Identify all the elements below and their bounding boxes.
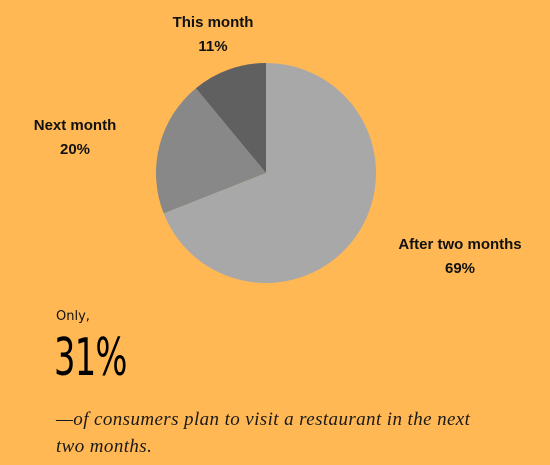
slice-value-label: 11% xyxy=(198,38,227,55)
slice-label: After two months xyxy=(398,236,521,253)
slice-labels: This month 11% Next month 20% After two mont… xyxy=(34,14,522,277)
pie-slice-this-month xyxy=(195,63,266,173)
slice-label: Next month xyxy=(34,117,117,134)
statement-text: —of consumers plan to visit a restaurant… xyxy=(56,409,471,457)
intro-text: Only, xyxy=(56,309,90,324)
pie-chart: This month 11% Next month 20% After two mont… xyxy=(34,14,522,284)
slice-label: This month xyxy=(173,14,254,31)
slice-value-label: 20% xyxy=(60,141,90,158)
pie-slice-next-month xyxy=(155,88,266,214)
slice-value-label: 69% xyxy=(445,260,475,277)
big-stat: 31% xyxy=(54,328,127,388)
pie-slice-after-two-months xyxy=(163,63,376,284)
pie-slices xyxy=(155,63,376,284)
